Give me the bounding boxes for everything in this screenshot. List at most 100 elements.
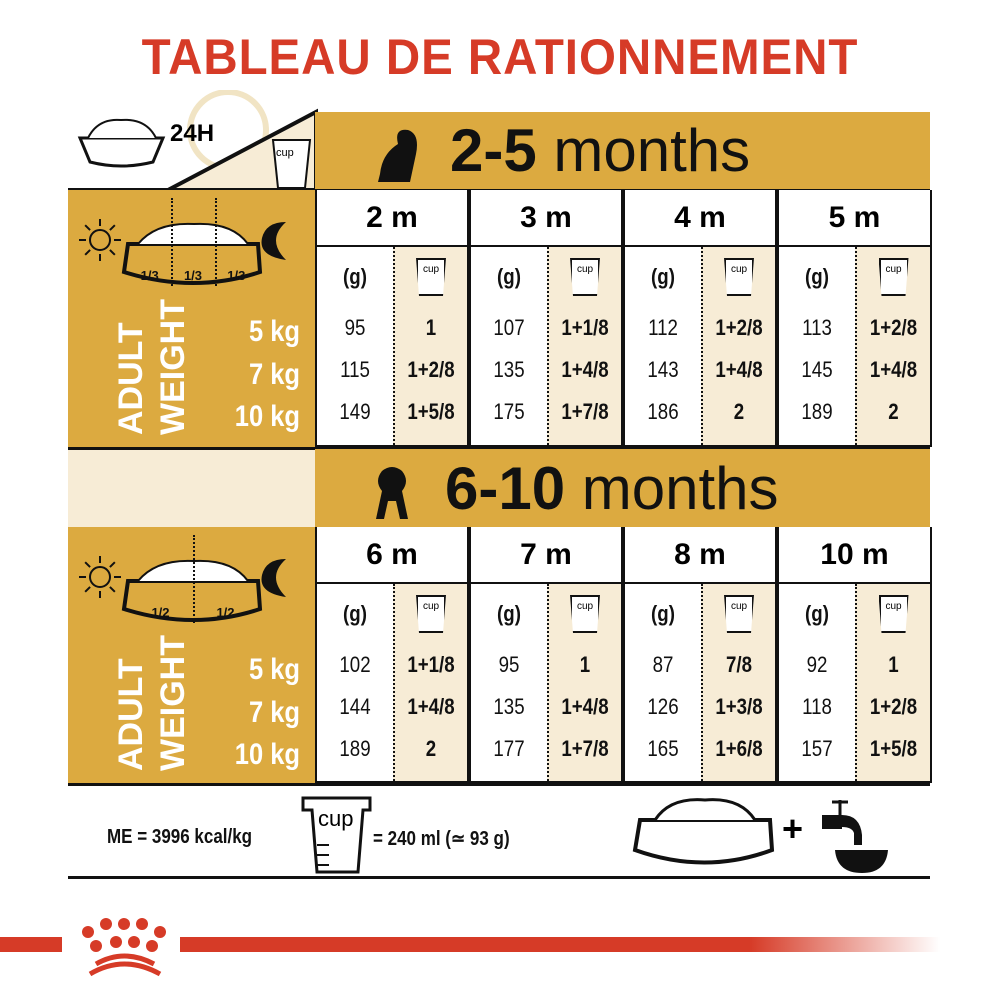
adult-label: ADULT	[112, 658, 150, 771]
month-group: 8 m (g) 87 126 165 cup 7/8 1+3/8 1+6/8	[623, 527, 777, 783]
grams-value: 175	[493, 399, 525, 424]
cup-value: 7/8	[725, 652, 753, 677]
grams-value: 144	[339, 694, 371, 719]
grams-value: 95	[344, 315, 366, 340]
brand-bar-left	[0, 937, 62, 952]
month-header: 3 m	[471, 190, 621, 247]
cup-icon: cup	[857, 584, 930, 644]
bowl-icon	[121, 242, 263, 285]
sun-icon	[79, 556, 121, 598]
page-title: TABLEAU DE RATIONNEMENT	[141, 29, 859, 85]
cup-value: 1+2/8	[869, 694, 918, 719]
month-group: 2 m (g) 95 115 149 cup 1 1+2/8 1+5/8	[315, 190, 469, 447]
grams-value: 143	[647, 357, 679, 382]
moon-icon	[261, 559, 286, 597]
cup-value: 1+1/8	[407, 652, 455, 677]
cup-icon: cup	[857, 247, 930, 307]
month-header: 10 m	[779, 527, 930, 584]
cup-value: 1+4/8	[561, 357, 609, 382]
month-group: 3 m (g) 107 135 175 cup 1+1/8 1+4/8 1+7/8	[469, 190, 623, 447]
grams-value: 95	[498, 652, 520, 677]
month-header: 8 m	[625, 527, 775, 584]
weight-1: 7 kg	[248, 696, 300, 729]
cup-icon: cup	[703, 584, 775, 644]
grams-value: 118	[802, 694, 832, 719]
cup-value: 1+4/8	[715, 357, 763, 382]
royal-canin-logo	[82, 918, 166, 977]
grams-value: 149	[339, 399, 371, 424]
puppy-icon	[378, 129, 417, 182]
grams-value: 189	[339, 736, 371, 761]
age-unit: months	[581, 454, 779, 522]
grams-value: 113	[802, 315, 832, 340]
cup-value: 1+4/8	[561, 694, 609, 719]
water-tap-icon	[822, 800, 888, 873]
month-group: 5 m (g) 113 145 189 cup 1+2/8 1+4/8 2	[777, 190, 932, 447]
month-header: 6 m	[317, 527, 467, 584]
cup-value: 1+6/8	[715, 736, 763, 761]
weight-0: 5 kg	[248, 315, 300, 348]
weight-0: 5 kg	[248, 653, 300, 686]
cup-value: 1	[888, 652, 899, 677]
sun-icon	[79, 219, 121, 261]
grams-value: 189	[801, 399, 833, 424]
grams-value: 112	[648, 315, 678, 340]
grams-header: (g)	[805, 264, 829, 289]
weight-2: 10 kg	[234, 738, 300, 771]
month-header: 2 m	[317, 190, 467, 247]
weight-label: WEIGHT	[154, 299, 192, 435]
cup-footer-label: cup	[318, 806, 354, 831]
cup-icon: cup	[395, 247, 467, 307]
grams-header: (g)	[343, 601, 367, 626]
cup-value: 1+2/8	[715, 315, 763, 340]
cup-icon: cup	[703, 247, 775, 307]
bowl-icon	[121, 579, 263, 622]
moon-icon	[261, 222, 286, 260]
feeding-schedule-graphic	[79, 219, 286, 285]
energy-value: ME = 3996 kcal/kg	[107, 826, 253, 848]
cup-value: 2	[425, 736, 437, 761]
portion-fraction: 1/3	[227, 268, 246, 283]
weight-1: 7 kg	[248, 358, 300, 391]
cup-value: 1+2/8	[869, 315, 918, 340]
grams-value: 102	[339, 652, 371, 677]
portion-fraction: 1/2	[151, 605, 170, 620]
cup-icon: cup	[395, 584, 467, 644]
food-bowl-icon	[77, 118, 166, 168]
cup-icon: cup	[549, 584, 621, 644]
grams-value: 135	[493, 694, 525, 719]
cup-icon: cup	[549, 247, 621, 307]
cup-value: 1+1/8	[561, 315, 609, 340]
month-group: 4 m (g) 112 143 186 cup 1+2/8 1+4/8 2	[623, 190, 777, 447]
cup-value: 1+4/8	[869, 357, 918, 382]
month-header: 7 m	[471, 527, 621, 584]
age-band-0: 2-5 months	[315, 112, 930, 189]
grams-value: 92	[806, 652, 828, 677]
grams-header: (g)	[651, 601, 675, 626]
grams-header: (g)	[651, 264, 675, 289]
age-range: 6-10	[445, 454, 566, 522]
grams-value: 107	[493, 315, 525, 340]
feeding-schedule-graphic	[79, 556, 286, 622]
month-group: 6 m (g) 102 144 189 cup 1+1/8 1+4/8 2	[315, 527, 469, 783]
cup-value: 1+7/8	[561, 736, 609, 761]
grams-header: (g)	[497, 264, 521, 289]
adult-label: ADULT	[112, 322, 150, 435]
grams-value: 145	[801, 357, 833, 382]
age-unit: months	[553, 117, 751, 184]
cup-value: 1+7/8	[561, 399, 609, 424]
month-header: 4 m	[625, 190, 775, 247]
cup-value: 2	[733, 399, 745, 424]
grams-value: 177	[493, 736, 525, 761]
cup-value: 1+3/8	[715, 694, 763, 719]
cup-value: 1+5/8	[869, 736, 918, 761]
weight-label: WEIGHT	[154, 635, 192, 771]
cup-value: 1+4/8	[407, 694, 455, 719]
grams-value: 186	[647, 399, 679, 424]
grams-value: 157	[801, 736, 833, 761]
duration-label: 24H	[170, 120, 215, 147]
grams-value: 126	[647, 694, 679, 719]
grams-value: 87	[652, 652, 674, 677]
grams-header: (g)	[497, 601, 521, 626]
puppy-icon	[376, 467, 408, 519]
